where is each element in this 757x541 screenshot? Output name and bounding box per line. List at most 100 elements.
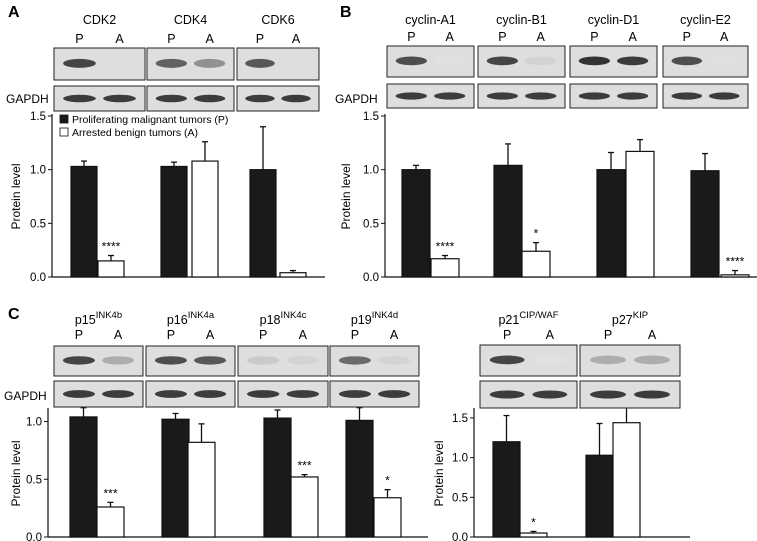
band-target — [103, 58, 136, 68]
protein-label: p19INK4d — [351, 310, 398, 327]
protein-name: cyclin-E2 — [680, 13, 731, 27]
bar-p-0 — [401, 169, 431, 278]
band-gapdh — [338, 390, 371, 398]
y-axis-label: Protein level — [432, 440, 446, 506]
protein-label: CDK2 — [83, 13, 116, 27]
bar-p-0 — [492, 441, 521, 538]
protein-label: p16INK4a — [167, 310, 215, 327]
band-gapdh — [524, 92, 557, 100]
bar-p-1 — [160, 165, 188, 278]
band-target — [286, 356, 319, 365]
lane-label: A — [206, 328, 215, 342]
protein-label: cyclin-D1 — [588, 13, 639, 27]
band-target — [489, 355, 525, 365]
band-gapdh — [247, 390, 280, 398]
y-tick-label: 1.0 — [30, 165, 46, 177]
y-tick-label: 0.5 — [363, 218, 379, 230]
gapdh-label-b: GAPDH — [335, 92, 378, 106]
protein-label: p27KIP — [612, 310, 648, 327]
band-target — [102, 356, 135, 365]
lane-label: A — [114, 328, 123, 342]
lane-label: P — [167, 328, 175, 342]
band-target — [395, 56, 428, 66]
lane-label: P — [407, 30, 415, 44]
band-target — [708, 56, 740, 66]
band-target — [155, 58, 188, 68]
protein-name: p16 — [167, 313, 188, 327]
bar-a-2 — [625, 150, 655, 278]
legend-label-arrested: Arrested benign tumors (A) — [72, 127, 198, 139]
bar-a-1 — [521, 250, 551, 278]
lane-label: A — [648, 328, 657, 342]
band-gapdh — [378, 390, 411, 398]
lane-label: P — [256, 32, 264, 46]
band-gapdh — [63, 94, 96, 103]
protein-name: p27 — [612, 313, 633, 327]
lane-label: A — [628, 30, 637, 44]
protein-name: CDK2 — [83, 13, 116, 27]
bar-p-3 — [345, 419, 374, 538]
bar-p-2 — [596, 169, 626, 278]
bar-p-3 — [690, 170, 720, 278]
band-target — [616, 56, 649, 66]
band-gapdh — [281, 94, 311, 103]
band-target — [524, 56, 557, 66]
lane-label: P — [590, 30, 598, 44]
band-target — [194, 356, 227, 365]
bar-p-0 — [69, 416, 98, 538]
panel-letter-b: B — [340, 4, 352, 21]
bar-a-1 — [612, 422, 641, 538]
band-target — [247, 356, 280, 365]
protein-name: p21 — [498, 313, 519, 327]
band-gapdh — [486, 92, 519, 100]
protein-name: p15 — [75, 313, 96, 327]
protein-superscript: INK4a — [188, 310, 215, 321]
lane-label: P — [604, 328, 612, 342]
legend-label-proliferating: Proliferating malignant tumors (P) — [72, 114, 228, 126]
protein-label: CDK6 — [261, 13, 294, 27]
y-tick-label: 1.0 — [26, 417, 42, 429]
protein-label: p21CIP/WAF — [498, 310, 558, 327]
band-gapdh — [103, 94, 136, 103]
band-target — [281, 58, 311, 68]
lane-label: P — [75, 32, 83, 46]
y-axis-label: Protein level — [9, 163, 23, 229]
band-gapdh — [194, 390, 227, 398]
y-tick-label: 0.5 — [452, 492, 468, 504]
y-tick-label: 1.5 — [30, 111, 46, 123]
band-gapdh — [395, 92, 428, 100]
band-target — [634, 355, 670, 365]
y-tick-label: 1.0 — [363, 165, 379, 177]
y-axis-label: Protein level — [339, 163, 353, 229]
lane-label: P — [683, 30, 691, 44]
band-gapdh — [433, 92, 466, 100]
band-target — [433, 56, 466, 66]
y-tick-label: 1.0 — [452, 453, 468, 465]
bar-a-2 — [290, 476, 319, 538]
band-gapdh — [102, 390, 135, 398]
protein-name: cyclin-D1 — [588, 13, 639, 27]
bar-p-1 — [493, 164, 523, 278]
band-gapdh — [578, 92, 611, 100]
y-tick-label: 0.0 — [363, 272, 379, 284]
band-gapdh — [155, 94, 188, 103]
bar-a-3 — [720, 274, 750, 278]
legend: Proliferating malignant tumors (P) Arres… — [59, 114, 228, 139]
protein-superscript: INK4c — [280, 310, 306, 321]
band-gapdh — [245, 94, 275, 103]
protein-label: cyclin-A1 — [405, 13, 456, 27]
bar-p-1 — [161, 418, 190, 538]
y-tick-label: 1.5 — [363, 111, 379, 123]
lane-label: P — [351, 328, 359, 342]
significance-label: **** — [726, 255, 745, 269]
bar-p-2 — [249, 169, 277, 278]
band-gapdh — [532, 390, 568, 399]
gapdh-label-c: GAPDH — [4, 389, 47, 403]
bar-a-0 — [519, 532, 548, 538]
band-target — [63, 58, 96, 68]
band-gapdh — [671, 92, 703, 100]
